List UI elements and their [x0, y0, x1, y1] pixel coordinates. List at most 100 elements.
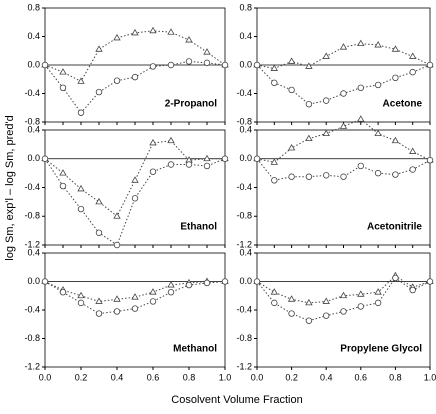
circle-marker — [59, 288, 67, 296]
circle-marker — [305, 100, 313, 108]
y-tick-label: -0.4 — [24, 182, 40, 192]
circle-marker — [95, 229, 103, 236]
triangle-marker — [131, 28, 139, 36]
y-tick-label: 0.0 — [239, 153, 252, 163]
triangle-marker — [95, 45, 103, 52]
triangle-marker — [357, 115, 365, 122]
circle-marker — [221, 61, 229, 69]
circle-marker — [95, 88, 103, 96]
triangle-marker — [270, 288, 278, 295]
series-line — [44, 158, 226, 246]
x-tick-label: 0.6 — [355, 372, 368, 382]
circle-marker — [305, 317, 313, 324]
triangle-marker — [270, 158, 278, 165]
circle-marker — [392, 74, 399, 82]
circle-marker — [203, 59, 211, 67]
circle-marker — [305, 173, 313, 180]
circle-marker — [167, 61, 175, 69]
triangle-marker — [113, 212, 121, 219]
circle-marker — [374, 169, 382, 177]
triangle-marker — [322, 52, 330, 59]
panel-label: Ethanol — [180, 222, 217, 233]
triangle-marker — [59, 169, 67, 176]
circle-marker — [149, 63, 157, 70]
x-tick-label: 0.4 — [111, 372, 124, 382]
circle-marker — [426, 278, 434, 285]
triangle-marker — [322, 129, 330, 136]
circle-marker — [323, 97, 330, 104]
x-tick-label: 0.8 — [183, 372, 196, 382]
panel-label: Propylene Glycol — [340, 344, 422, 355]
circle-marker — [253, 278, 261, 285]
circle-marker — [357, 303, 364, 310]
circle-marker — [41, 278, 49, 285]
circle-marker — [426, 61, 434, 69]
circle-marker — [131, 195, 139, 202]
x-tick-label: 0.8 — [389, 372, 402, 382]
circle-marker — [113, 308, 121, 315]
triangle-marker — [374, 129, 382, 136]
triangle-marker — [374, 288, 382, 295]
triangle-marker — [95, 297, 103, 304]
x-tick-label: 0.2 — [285, 372, 298, 382]
panel-label: Methanol — [173, 344, 217, 355]
y-tick-label: 0.4 — [27, 124, 40, 134]
y-tick-label: -0.8 — [24, 333, 40, 343]
series-line — [44, 281, 225, 302]
triangle-marker — [287, 295, 296, 302]
circle-marker — [203, 279, 211, 287]
triangle-marker — [167, 281, 175, 288]
circle-marker — [271, 177, 278, 184]
x-tick-label: 0.0 — [251, 372, 264, 382]
circle-marker — [149, 298, 157, 305]
triangle-marker — [357, 39, 365, 47]
circle-marker — [113, 241, 121, 249]
triangle-marker — [59, 68, 67, 75]
circle-marker — [77, 299, 85, 307]
y-tick-label: -0.4 — [236, 304, 252, 314]
triangle-marker — [305, 62, 313, 69]
triangle-marker — [409, 52, 417, 59]
triangle-marker — [391, 136, 400, 144]
circle-marker — [374, 299, 382, 307]
triangle-marker — [287, 143, 296, 151]
triangle-marker — [131, 176, 139, 183]
y-tick-label: 0.0 — [27, 59, 40, 69]
y-tick-label: 0.0 — [27, 153, 40, 163]
triangle-marker — [270, 64, 278, 71]
x-tick-label: 1.0 — [219, 372, 232, 382]
triangle-marker — [113, 33, 121, 41]
y-tick-label: -0.8 — [236, 116, 252, 126]
triangle-marker — [131, 293, 139, 300]
circle-marker — [288, 310, 295, 317]
series-line — [256, 118, 431, 163]
circle-marker — [221, 155, 229, 162]
circle-marker — [221, 278, 229, 285]
y-tick-label: 0.0 — [239, 276, 252, 286]
y-tick-label: 0.8 — [239, 2, 252, 12]
y-tick-label: -1.2 — [236, 361, 252, 371]
circle-marker — [340, 90, 347, 97]
y-tick-label: 0.0 — [239, 59, 252, 69]
panel-label: Acetone — [383, 99, 423, 110]
circle-marker — [149, 168, 157, 175]
circle-marker — [41, 155, 49, 162]
circle-marker — [357, 162, 364, 170]
triangle-marker — [339, 291, 348, 299]
circle-marker — [253, 61, 261, 69]
y-tick-label: 0.8 — [27, 2, 40, 12]
circle-marker — [357, 84, 364, 91]
circle-marker — [167, 161, 175, 168]
circle-marker — [41, 61, 49, 69]
y-tick-label: 0.0 — [27, 276, 40, 286]
circle-marker — [323, 312, 330, 319]
y-tick-label: 0.4 — [239, 31, 252, 41]
y-tick-label: -0.4 — [236, 88, 252, 98]
x-tick-label: 0.0 — [39, 372, 52, 382]
circle-marker — [288, 86, 295, 94]
triangle-marker — [77, 184, 85, 192]
triangle-marker — [339, 43, 348, 50]
series-line — [44, 30, 226, 83]
